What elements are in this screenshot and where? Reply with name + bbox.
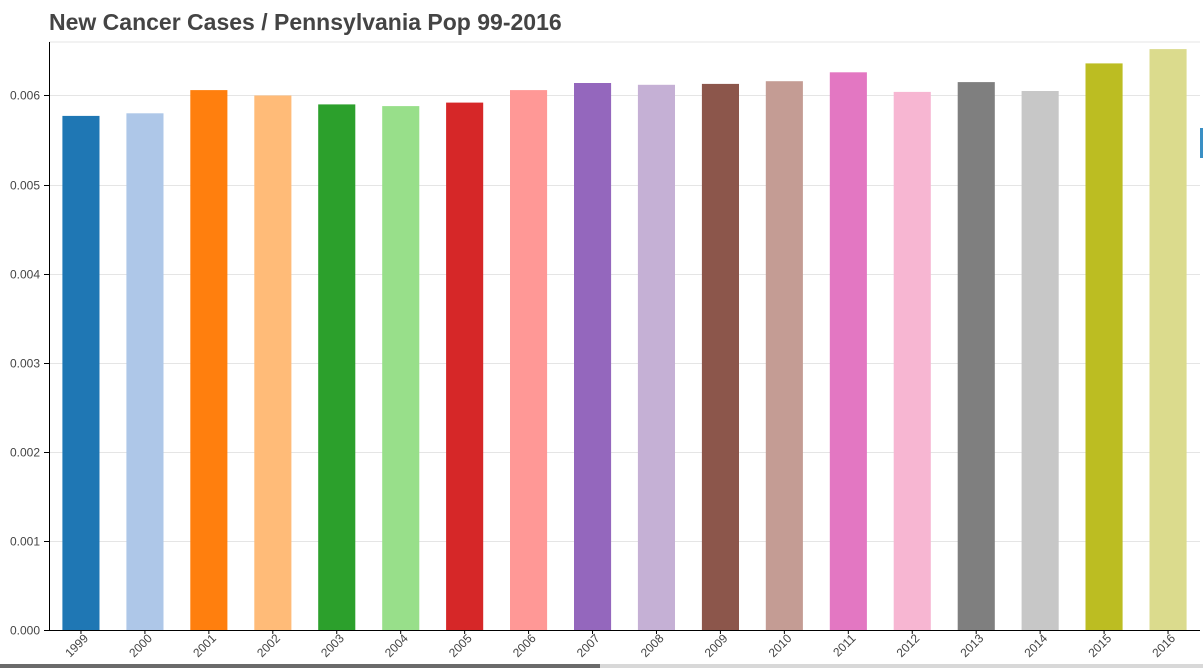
bar-2005[interactable] [446, 102, 484, 631]
x-tick-label: 2001 [190, 631, 219, 660]
y-axis-ticks: 0.000 0.001 0.002 0.003 0.004 0.005 0.006 [10, 89, 49, 638]
x-tick-label: 2014 [1021, 631, 1050, 660]
bar-2000[interactable] [126, 113, 164, 631]
y-tick-label: 0.002 [10, 446, 40, 460]
bar-2007[interactable] [574, 83, 612, 630]
bar-2014[interactable] [1021, 91, 1059, 630]
y-tick-label: 0.004 [10, 268, 40, 282]
bar-2015[interactable] [1085, 63, 1123, 630]
toolbar-edge-marker[interactable] [1200, 128, 1203, 158]
y-tick-label: 0.005 [10, 179, 40, 193]
x-tick-label: 2016 [1149, 631, 1178, 660]
x-tick-label: 2004 [382, 631, 411, 660]
bar-2009[interactable] [701, 83, 739, 630]
bar-2010[interactable] [765, 81, 803, 630]
horizontal-scrollbar[interactable] [0, 664, 1203, 668]
x-tick-label: 2013 [958, 631, 987, 660]
bar-2003[interactable] [318, 104, 356, 630]
bar-1999[interactable] [62, 115, 100, 630]
chart-title: New Cancer Cases / Pennsylvania Pop 99-2… [49, 9, 562, 35]
y-tick-label: 0.003 [10, 357, 40, 371]
x-tick-label: 2011 [830, 631, 858, 659]
x-tick-label: 2009 [702, 631, 731, 660]
bar-series [62, 49, 1187, 631]
y-tick-label: 0.006 [10, 89, 40, 103]
bar-2011[interactable] [829, 72, 867, 631]
x-tick-label: 2008 [638, 631, 667, 660]
bar-2016[interactable] [1149, 49, 1187, 631]
y-tick-label: 0.000 [10, 624, 40, 638]
grid-lines [49, 41, 1200, 542]
bar-2001[interactable] [190, 90, 228, 631]
x-tick-label: 2007 [574, 631, 603, 660]
x-tick-label: 2000 [126, 631, 155, 660]
bar-2008[interactable] [637, 84, 675, 631]
chart-axes [49, 42, 1200, 631]
bar-2012[interactable] [893, 91, 931, 630]
y-tick-label: 0.001 [10, 535, 40, 549]
x-axis-ticks: 1999 2000 2001 2002 2003 2004 2005 2006 2007 2008… [62, 630, 1178, 660]
bar-2004[interactable] [382, 106, 420, 631]
x-tick-label: 2003 [318, 631, 347, 660]
x-tick-label: 2010 [766, 631, 795, 660]
bar-2002[interactable] [254, 95, 292, 631]
bar-2013[interactable] [957, 82, 995, 631]
x-tick-label: 2015 [1085, 631, 1114, 660]
horizontal-scrollbar-thumb[interactable] [0, 664, 600, 668]
x-tick-label: 2002 [254, 631, 283, 660]
x-tick-label: 2005 [446, 631, 475, 660]
x-tick-label: 1999 [62, 631, 91, 660]
x-tick-label: 2006 [510, 631, 539, 660]
bar-2006[interactable] [510, 90, 548, 631]
x-tick-label: 2012 [894, 631, 923, 660]
